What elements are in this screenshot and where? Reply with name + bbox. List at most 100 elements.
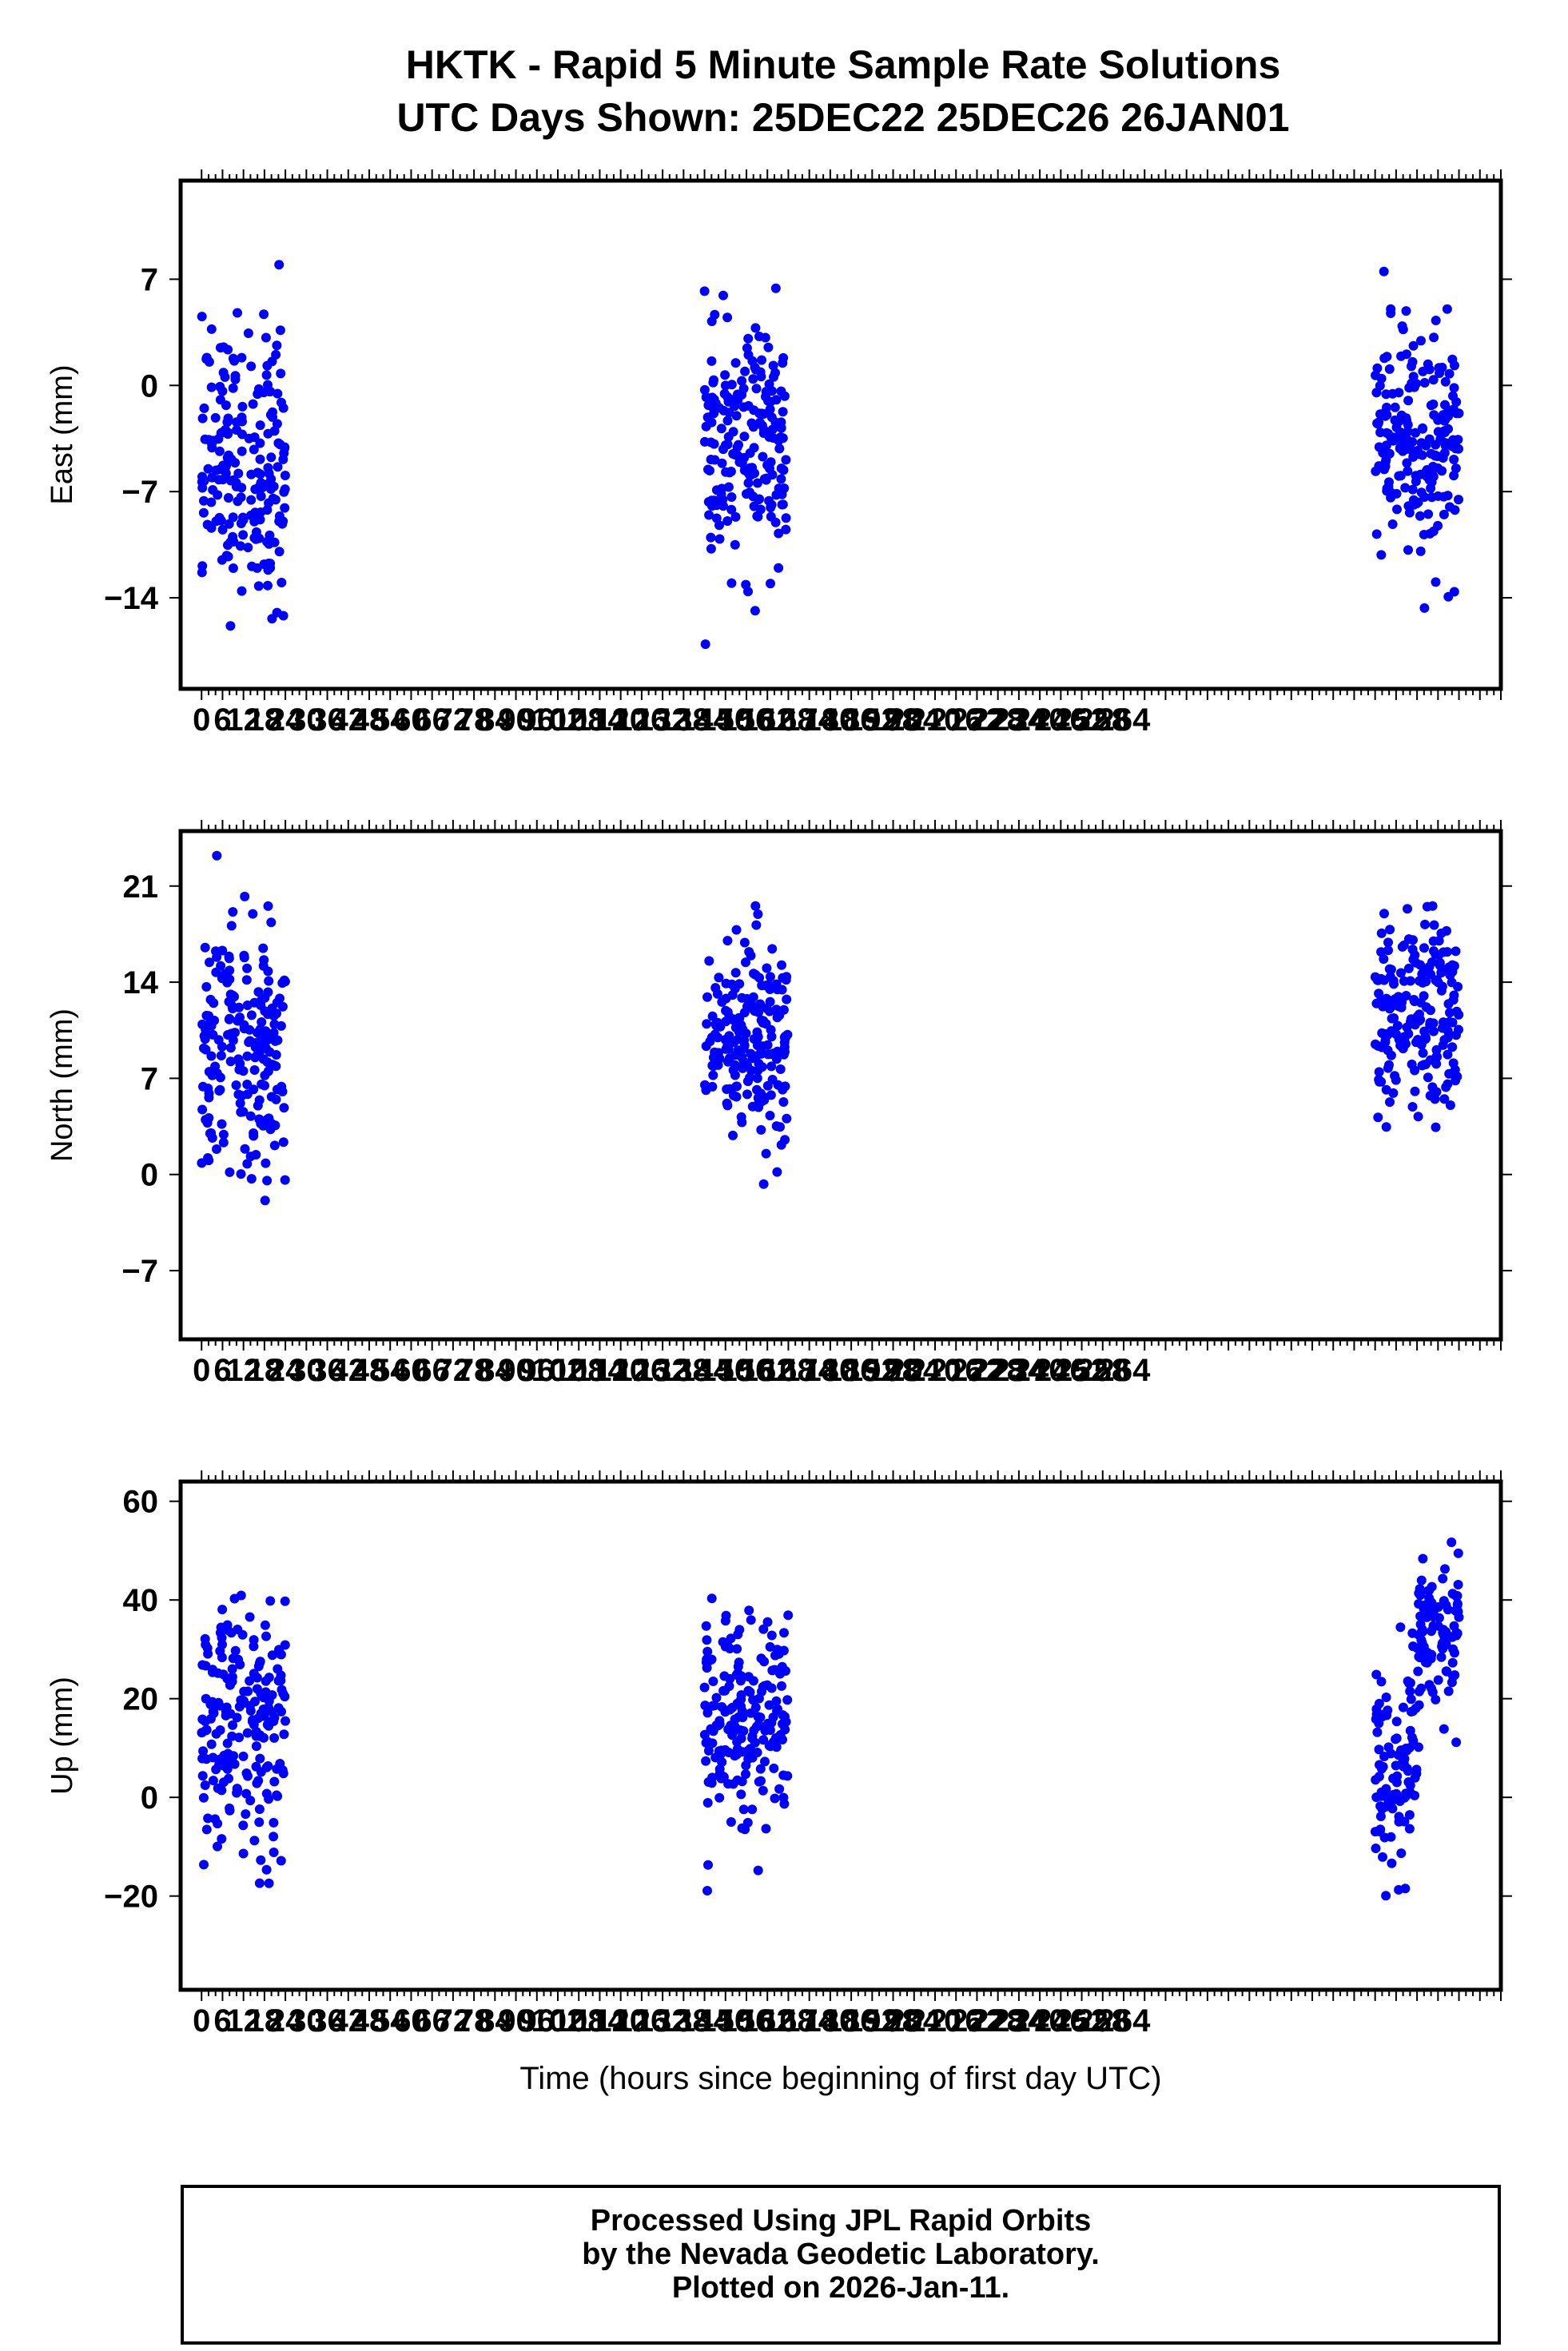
data-point — [217, 1041, 227, 1052]
x-tick-label: 18 — [247, 1353, 283, 1388]
data-point — [1383, 937, 1393, 948]
data-point — [757, 355, 766, 365]
data-point — [714, 1746, 724, 1756]
data-point — [1371, 1775, 1381, 1785]
data-point — [245, 1705, 256, 1716]
data-point — [1391, 1717, 1402, 1727]
data-point — [236, 519, 246, 528]
data-point — [227, 1664, 237, 1674]
data-point — [730, 539, 740, 550]
x-tick-label: 72 — [436, 1353, 472, 1388]
x-tick-label: 210 — [909, 702, 962, 738]
data-point — [699, 1729, 710, 1740]
data-point — [1390, 402, 1400, 412]
data-point — [778, 1735, 787, 1744]
data-point — [738, 1804, 749, 1815]
x-tick-label: 192 — [846, 1353, 899, 1388]
data-point — [236, 1169, 246, 1179]
data-point — [1371, 1844, 1381, 1853]
data-point — [739, 432, 750, 442]
data-point — [1427, 477, 1437, 487]
data-point — [744, 1605, 754, 1616]
data-point — [1415, 511, 1425, 521]
data-point — [723, 432, 734, 442]
data-point — [778, 1097, 789, 1107]
data-point — [755, 1713, 766, 1722]
data-point — [1403, 466, 1413, 476]
data-point — [256, 996, 266, 1006]
data-point — [1439, 1017, 1448, 1028]
data-point — [781, 524, 791, 535]
data-point — [1428, 1026, 1439, 1036]
data-point — [1374, 1744, 1384, 1755]
data-point — [1379, 353, 1390, 364]
data-point — [261, 1631, 271, 1641]
data-point — [249, 1669, 259, 1679]
data-point — [1429, 332, 1439, 343]
data-point — [1451, 408, 1462, 419]
x-tick-label: 138 — [657, 702, 710, 738]
x-tick-label: 114 — [574, 2003, 626, 2039]
data-point — [703, 1745, 714, 1756]
data-point — [1388, 997, 1399, 1008]
x-tick-label: 222 — [950, 2003, 1004, 2039]
data-point — [1376, 373, 1387, 384]
x-tick-label: 120 — [594, 702, 647, 738]
data-point — [760, 1756, 770, 1767]
data-point — [766, 1630, 777, 1641]
y-tick-label: −7 — [121, 1254, 158, 1289]
data-point — [727, 990, 738, 1000]
x-tick-label: 24 — [268, 1353, 304, 1388]
data-point — [262, 1032, 273, 1043]
data-point — [1451, 444, 1461, 454]
data-point — [224, 1014, 234, 1024]
data-point — [1451, 463, 1461, 474]
chart-title-line-2: UTC Days Shown: 25DEC22 25DEC26 26JAN01 — [396, 95, 1290, 140]
data-point — [1376, 1677, 1387, 1687]
data-point — [1375, 380, 1385, 391]
data-point — [263, 987, 273, 997]
data-point — [1435, 368, 1445, 378]
data-point — [225, 996, 236, 1006]
data-point — [273, 1791, 283, 1801]
data-point — [1384, 477, 1394, 487]
data-point — [213, 475, 224, 485]
data-point — [199, 475, 209, 486]
data-point — [238, 1107, 249, 1117]
data-point — [197, 1104, 208, 1115]
data-point — [1381, 440, 1391, 451]
data-point — [761, 1824, 771, 1834]
data-point — [273, 462, 283, 472]
data-point — [260, 1006, 270, 1016]
y-tick-label: 40 — [123, 1583, 159, 1618]
data-point — [235, 1098, 245, 1108]
data-point — [714, 973, 724, 983]
data-point — [1379, 909, 1389, 919]
data-point — [224, 951, 234, 961]
data-point — [233, 496, 243, 507]
data-point — [203, 1813, 213, 1824]
data-point — [758, 452, 768, 462]
data-point — [769, 1763, 779, 1773]
data-point — [273, 388, 283, 399]
x-tick-label: 42 — [331, 1353, 367, 1388]
data-point — [737, 1823, 747, 1833]
data-point — [738, 402, 749, 412]
data-point — [228, 353, 238, 364]
data-point — [1444, 962, 1455, 973]
data-point — [251, 1150, 261, 1160]
data-point — [256, 1045, 266, 1056]
data-point — [766, 386, 777, 396]
data-point — [1406, 1694, 1416, 1705]
data-point — [260, 1195, 270, 1206]
data-point — [1431, 316, 1441, 325]
data-point — [766, 579, 775, 589]
data-point — [263, 901, 273, 911]
data-point — [741, 1760, 751, 1771]
data-point — [1428, 399, 1439, 409]
x-tick-label: 0 — [193, 2003, 210, 2039]
data-point — [714, 1792, 725, 1803]
data-point — [781, 455, 791, 465]
data-point — [730, 968, 741, 978]
data-point — [1373, 1112, 1383, 1123]
